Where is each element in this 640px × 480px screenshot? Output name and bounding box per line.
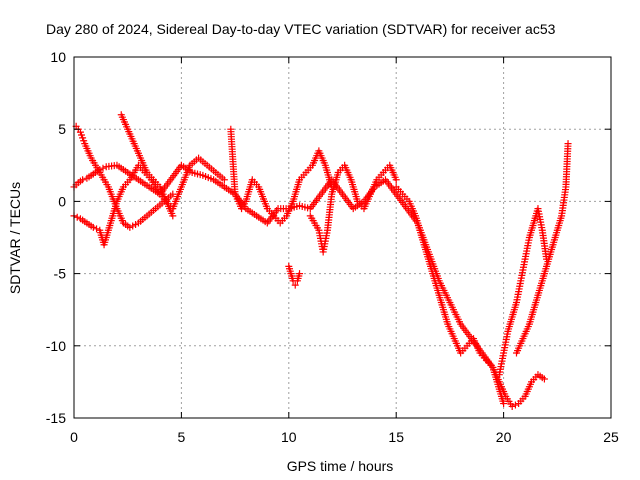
y-tick-label: -10 [46,338,66,354]
y-tick-label: -5 [54,266,67,282]
y-tick-label: 5 [58,121,66,137]
data-point-trace-a [99,164,107,172]
data-point-trace-c [220,176,228,184]
y-tick-label: 10 [50,49,66,65]
chart-title: Day 280 of 2024, Sidereal Day-to-day VTE… [46,21,556,37]
data-point-trace-a [500,400,508,408]
plot-frame [73,56,612,419]
data-point-trace-d [169,212,177,220]
data-point-trace-a [79,176,87,184]
x-tick-label: 15 [388,429,404,445]
x-tick-label: 25 [603,429,619,445]
y-tick-label: -15 [46,410,66,426]
data-point-trace-c [89,223,97,231]
axis-ticks: 0 5 10 15 20 25 -15 -10 -5 0 5 10 [46,49,619,445]
data-point-trace-h [540,375,548,383]
x-tick-label: 0 [70,429,78,445]
data-point-trace-c [73,213,81,221]
x-tick-label: 20 [496,429,512,445]
data-point-trace-h [508,402,516,410]
data-point-trace-g [392,176,400,184]
data-point-trace-f [291,281,299,289]
x-axis-label: GPS time / hours [287,458,394,474]
x-tick-label: 5 [178,429,186,445]
data-point-trace-f [296,270,304,278]
x-tick-label: 10 [281,429,297,445]
data-points [70,111,572,410]
data-point-trace-j [564,140,572,148]
y-axis-label: SDTVAR / TECUs [7,182,23,294]
y-tick-label: 0 [58,193,66,209]
data-point-trace-h [511,401,519,409]
data-point-trace-c [93,225,101,233]
